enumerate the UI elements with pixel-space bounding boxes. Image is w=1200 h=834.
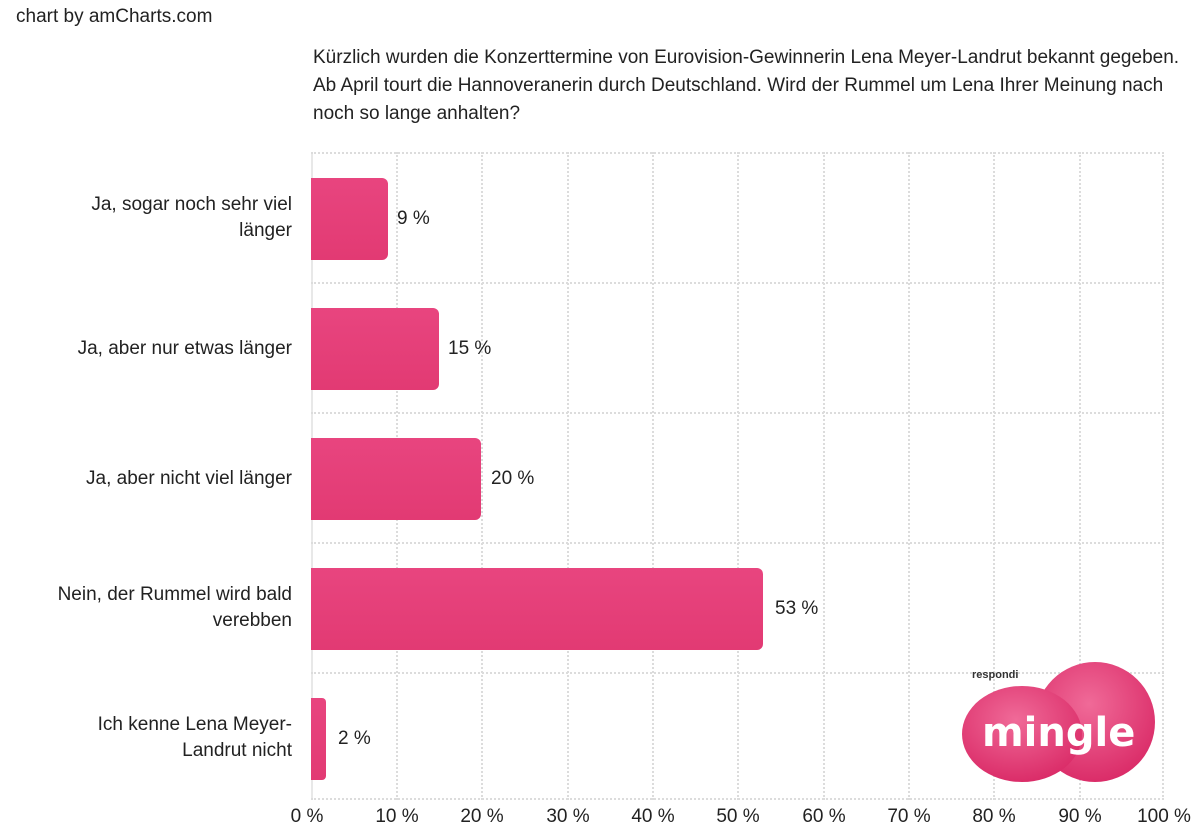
- category-label-3: Nein, der Rummel wird bald verebben: [0, 582, 292, 634]
- category-label-1: Ja, aber nur etwas länger: [0, 336, 292, 362]
- value-label: 9 %: [397, 208, 430, 229]
- category-label-line: Landrut nicht: [182, 740, 292, 761]
- chart-title: Kürzlich wurden die Konzerttermine von E…: [313, 47, 1180, 124]
- category-label-0: Ja, sogar noch sehr viel länger: [0, 192, 292, 244]
- x-tick: 40 %: [631, 806, 675, 827]
- logo-small-text: respondi: [972, 669, 1018, 681]
- bar-sehr-viel-laenger[interactable]: [311, 178, 388, 260]
- gridline-v: [908, 152, 910, 800]
- gridline-v: [652, 152, 654, 800]
- value-label: 15 %: [448, 338, 492, 359]
- x-tick: 90 %: [1058, 806, 1102, 827]
- x-tick: 10 %: [375, 806, 419, 827]
- gridline-v: [1162, 152, 1164, 800]
- bar-nicht-viel-laenger[interactable]: [311, 438, 481, 520]
- x-tick: 100 %: [1137, 806, 1191, 827]
- category-label-4: Ich kenne Lena Meyer- Landrut nicht: [0, 712, 292, 764]
- amcharts-credit[interactable]: chart by amCharts.com: [16, 6, 213, 27]
- x-tick: 70 %: [887, 806, 931, 827]
- gridline-h: [311, 412, 1164, 414]
- x-tick: 50 %: [716, 806, 760, 827]
- category-label-2: Ja, aber nicht viel länger: [0, 466, 292, 492]
- gridline-v: [567, 152, 569, 800]
- gridline-h: [311, 542, 1164, 544]
- bar-etwas-laenger[interactable]: [311, 308, 439, 390]
- x-tick: 60 %: [802, 806, 846, 827]
- value-label: 53 %: [775, 598, 819, 619]
- category-label-line: Ja, sogar noch sehr viel: [91, 194, 292, 215]
- category-label-line: verebben: [212, 610, 292, 631]
- gridline-h: [311, 672, 1164, 674]
- plot-area: 9 % 15 % 20 % 53 % 2 %: [311, 152, 1164, 800]
- respondi-mingle-logo: respondi mingle: [960, 652, 1160, 792]
- gridline-v: [823, 152, 825, 800]
- x-tick: 30 %: [546, 806, 590, 827]
- x-tick: 0 %: [290, 806, 324, 827]
- bar-bald-verebben[interactable]: [311, 568, 763, 650]
- gridline-v: [1079, 152, 1081, 800]
- category-label-line: Ja, aber nur etwas länger: [77, 338, 292, 359]
- category-label-line: Ja, aber nicht viel länger: [86, 468, 292, 489]
- logo-main-text: mingle: [982, 710, 1135, 756]
- x-axis-line: [311, 798, 1164, 800]
- x-tick: 80 %: [972, 806, 1016, 827]
- gridline-v: [481, 152, 483, 800]
- category-label-line: Ich kenne Lena Meyer-: [97, 714, 292, 735]
- gridline-h: [311, 152, 1164, 154]
- gridline-h: [311, 282, 1164, 284]
- category-label-line: Nein, der Rummel wird bald: [57, 584, 292, 605]
- bar-kenne-nicht[interactable]: [311, 698, 326, 780]
- gridline-v: [737, 152, 739, 800]
- x-tick: 20 %: [460, 806, 504, 827]
- value-label: 20 %: [491, 468, 535, 489]
- gridline-v: [993, 152, 995, 800]
- value-label: 2 %: [338, 728, 371, 749]
- mingle-cloud-icon: respondi mingle: [962, 662, 1155, 782]
- category-label-line: länger: [239, 220, 292, 241]
